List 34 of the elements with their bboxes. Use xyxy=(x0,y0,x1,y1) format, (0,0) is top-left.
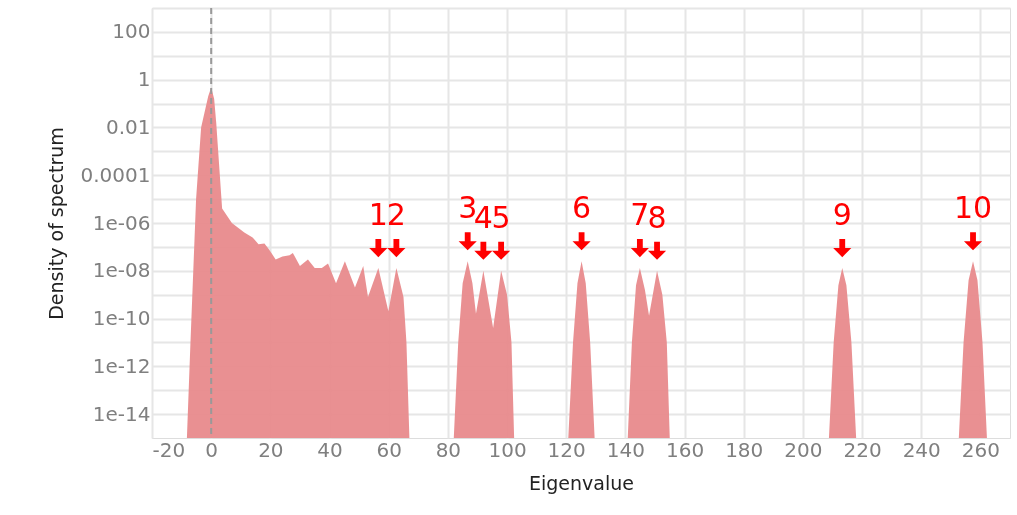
y-tick-label: 1e-12 xyxy=(92,353,151,378)
x-tick-label: 160 xyxy=(665,437,705,462)
annotation: 5 xyxy=(491,199,511,235)
annotation: 8 xyxy=(647,199,667,235)
y-axis-title: Density of spectrum xyxy=(44,127,67,320)
x-tick-label: 80 xyxy=(435,437,462,462)
x-tick-label: 200 xyxy=(784,437,823,462)
x-tick-label: 100 xyxy=(488,437,527,462)
y-tick-label: 1 xyxy=(137,67,151,92)
x-tick-label: 240 xyxy=(902,437,941,462)
annotation: 7 xyxy=(630,197,650,233)
y-tick-label: 1e-06 xyxy=(92,210,151,235)
x-tick-label: 120 xyxy=(547,437,586,462)
x-tick-label: 0 xyxy=(205,437,219,462)
y-tick-label: 0.01 xyxy=(105,114,151,139)
annotation: 6 xyxy=(572,190,592,226)
x-tick-label: 40 xyxy=(317,437,343,462)
x-tick-label: 60 xyxy=(376,437,402,462)
annotation: 10 xyxy=(953,190,993,226)
annotation: 2 xyxy=(386,197,406,233)
y-tick-label: 1e-14 xyxy=(92,401,151,426)
x-tick-label: 140 xyxy=(606,437,645,462)
x-tick-label: -20 xyxy=(152,437,186,462)
annotation: 9 xyxy=(832,197,852,233)
x-tick-label: 180 xyxy=(725,437,764,462)
y-tick-label: 1e-08 xyxy=(92,258,151,283)
y-tick-label: 100 xyxy=(112,19,151,44)
x-tick-label: 20 xyxy=(258,437,284,462)
x-tick-label: 220 xyxy=(843,437,882,462)
y-tick-label: 0.0001 xyxy=(80,162,151,187)
x-axis-title: Eigenvalue xyxy=(529,471,634,494)
annotation: 1 xyxy=(368,197,388,233)
x-tick-label: 260 xyxy=(961,437,1001,462)
y-tick-label: 1e-10 xyxy=(92,306,151,331)
